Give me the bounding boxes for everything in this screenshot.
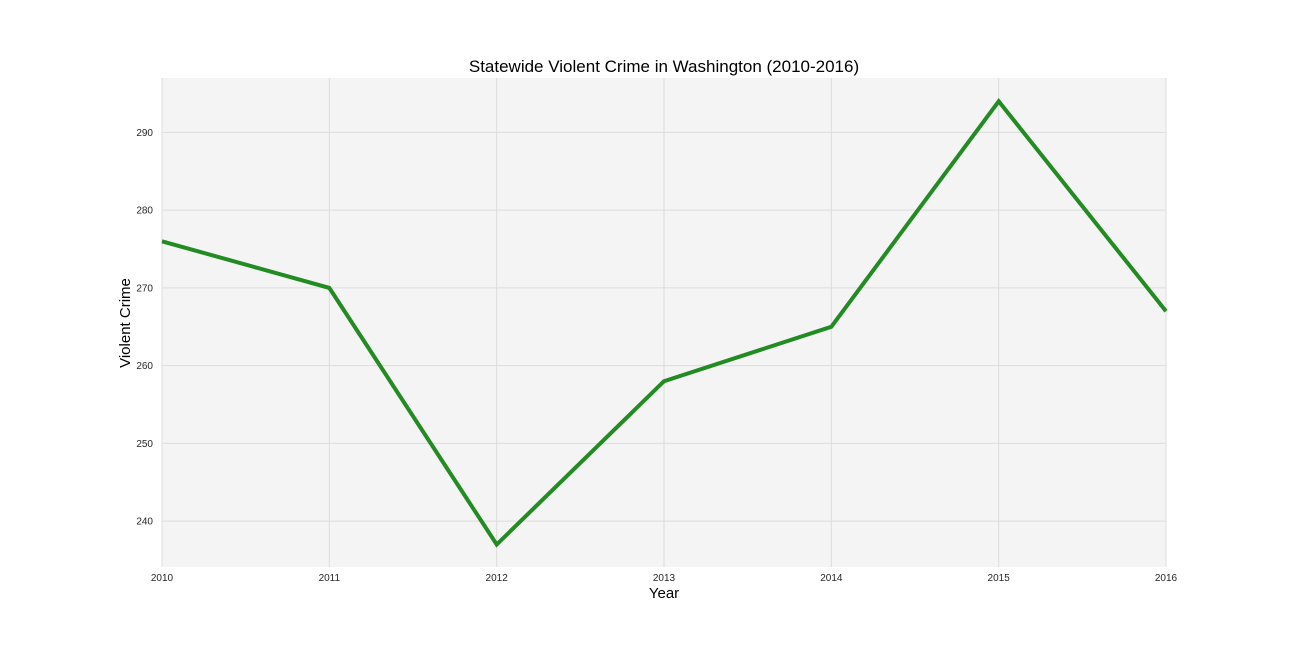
y-tick-label: 240 bbox=[136, 517, 153, 528]
y-tick-label: 260 bbox=[136, 361, 153, 372]
y-tick-label: 270 bbox=[136, 283, 153, 294]
x-tick-label: 2012 bbox=[486, 573, 509, 584]
x-gridlines bbox=[161, 78, 1167, 567]
x-tick-label: 2010 bbox=[151, 573, 174, 584]
x-tick-label: 2015 bbox=[988, 573, 1011, 584]
y-axis-label: Violent Crime bbox=[117, 278, 134, 368]
x-tick-label: 2016 bbox=[1155, 573, 1178, 584]
series-layer bbox=[161, 98, 1168, 548]
x-tick-labels: 2010 2011 2012 2013 2014 2015 2016 bbox=[151, 573, 1178, 584]
x-tick-label: 2013 bbox=[653, 573, 676, 584]
y-tick-label: 250 bbox=[136, 439, 153, 450]
x-tick-label: 2011 bbox=[319, 573, 341, 584]
chart-title: Statewide Violent Crime in Washington (2… bbox=[469, 57, 859, 76]
y-tick-label: 290 bbox=[136, 128, 153, 139]
y-tick-labels: 240 250 260 270 280 290 bbox=[136, 128, 153, 528]
series-line-0 bbox=[161, 98, 1168, 548]
x-tick-label: 2014 bbox=[820, 573, 843, 584]
x-axis-label: Year bbox=[649, 585, 679, 602]
y-tick-label: 280 bbox=[136, 206, 153, 217]
